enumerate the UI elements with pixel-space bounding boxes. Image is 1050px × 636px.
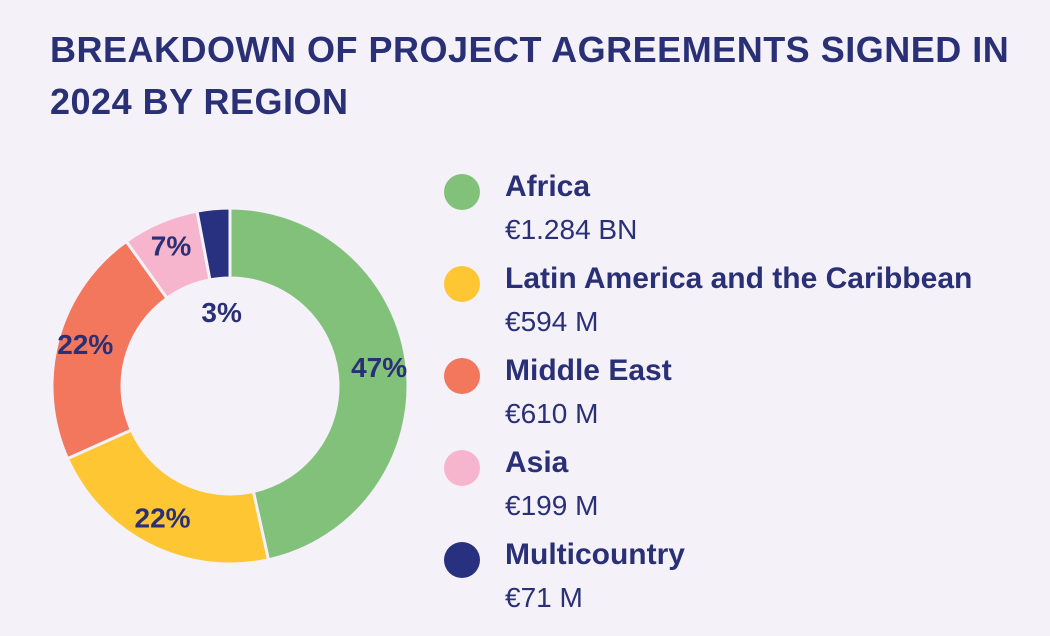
legend-value-africa: €1.284 BN [505, 214, 638, 245]
legend-item-latin-america: Latin America and the Caribbean €594 M [444, 262, 1044, 346]
donut-slice-africa [228, 206, 410, 562]
legend-label-latin-america: Latin America and the Caribbean [505, 262, 973, 295]
legend-swatch-latin-america [444, 266, 480, 302]
legend-item-africa: Africa €1.284 BN [444, 170, 1044, 254]
legend-value-multicountry: €71 M [505, 582, 583, 613]
donut-slice-latin-america-and-the-caribbean [65, 428, 271, 566]
donut-chart: 47% 22% 22% 7% 3% [50, 206, 410, 566]
legend-swatch-africa [444, 174, 480, 210]
legend-item-multicountry: Multicountry €71 M [444, 538, 1044, 622]
legend-item-middle-east: Middle East €610 M [444, 354, 1044, 438]
legend-swatch-multicountry [444, 542, 480, 578]
data-label-africa: 47% [351, 352, 407, 383]
legend-swatch-middle-east [444, 358, 480, 394]
data-label-latin-america-and-the-caribbean: 22% [135, 502, 191, 533]
data-label-asia: 7% [151, 230, 192, 261]
legend-value-asia: €199 M [505, 490, 599, 521]
donut-slice-multicountry [195, 206, 232, 282]
legend-value-middle-east: €610 M [505, 398, 599, 429]
data-label-multicountry: 3% [201, 297, 242, 328]
legend-label-africa: Africa [505, 170, 591, 203]
legend-label-middle-east: Middle East [505, 354, 672, 387]
legend-value-latin-america: €594 M [505, 306, 599, 337]
legend-label-asia: Asia [505, 446, 569, 479]
legend-label-multicountry: Multicountry [505, 538, 685, 571]
legend-swatch-asia [444, 450, 480, 486]
chart-title: BREAKDOWN OF PROJECT AGREEMENTS SIGNED I… [50, 29, 1010, 122]
legend-item-asia: Asia €199 M [444, 446, 1044, 530]
data-label-middle-east: 22% [57, 329, 113, 360]
